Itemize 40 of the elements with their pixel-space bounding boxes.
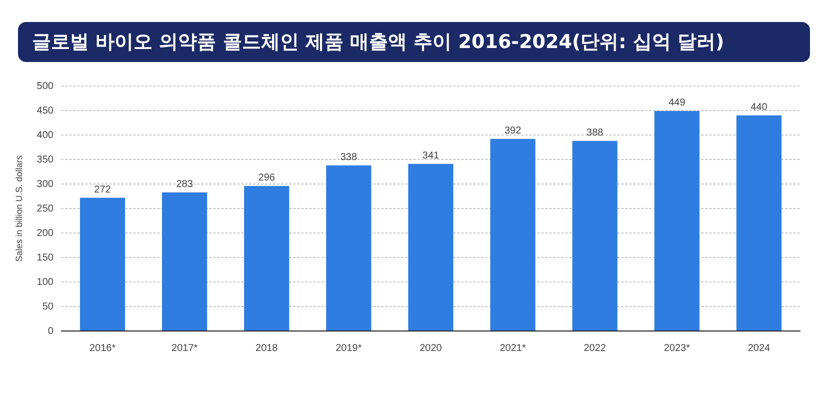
x-tick-label: 2018 [256,342,278,354]
bar [490,138,536,330]
chart-title: 글로벌 바이오 의약품 콜드체인 제품 매출액 추이 2016-2024(단위: 십억 달러) [18,22,810,62]
y-tick-label: 50 [42,301,54,312]
data-label: 392 [504,126,522,137]
data-label: 388 [586,128,604,139]
y-tick-label: 100 [36,276,54,288]
x-tick-label: 2023* [664,342,690,354]
x-tick-label: 2019* [336,342,362,354]
data-label: 296 [258,172,276,184]
y-tick-label: 200 [36,228,54,239]
y-axis-title: Sales in billion U.S. dollars [14,154,24,262]
y-tick-label: 500 [36,80,54,92]
y-tick-label: 250 [36,203,54,214]
data-label: 272 [94,184,112,196]
data-label: 338 [340,152,358,164]
x-tick-label: 2024 [748,342,771,354]
bar [572,140,618,330]
y-tick-label: 450 [36,105,54,116]
bar [244,186,290,330]
bar [80,198,126,330]
data-label: 449 [668,98,686,109]
bar [408,164,454,330]
y-tick-label: 400 [36,130,54,141]
bar [326,165,372,330]
data-label: 440 [750,102,768,114]
y-tick-label: 300 [36,178,54,190]
x-tick-label: 2022 [584,342,606,354]
data-label: 283 [176,179,194,190]
x-tick-label: 2017* [172,342,198,354]
y-tick-label: 350 [36,154,54,166]
bar [654,110,700,330]
bar [736,115,782,330]
y-tick-label: 0 [48,326,54,337]
y-tick-label: 150 [36,252,54,264]
x-tick-label: 2020 [420,342,442,354]
bar [162,192,208,330]
data-label: 341 [422,150,440,162]
x-tick-label: 2021* [500,342,526,354]
x-tick-label: 2016* [89,342,116,354]
